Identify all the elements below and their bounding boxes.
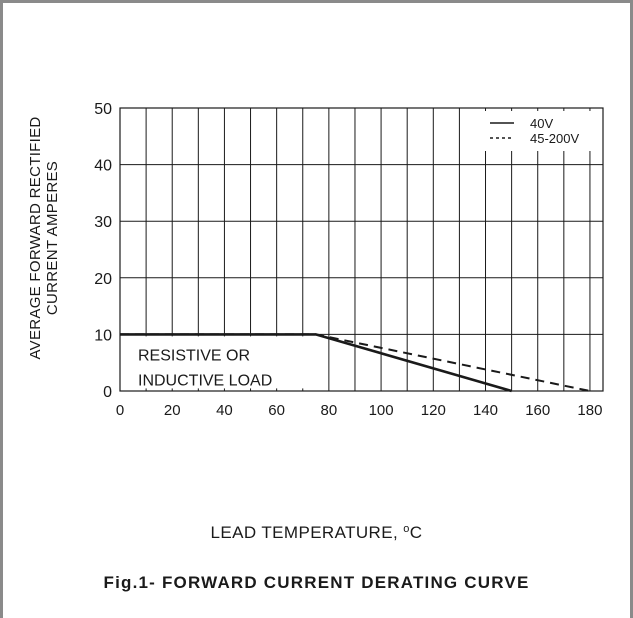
x-tick-label: 0 [116,402,124,419]
x-tick-label: 100 [369,402,394,419]
legend-label: 40V [530,116,553,131]
x-tick-label: 140 [473,402,498,419]
figure-caption: Fig.1- FORWARD CURRENT DERATING CURVE [103,573,530,592]
x-tick-label: 20 [164,402,181,419]
x-tick-label: 60 [268,402,285,419]
x-tick-label: 180 [577,402,602,419]
frame-right-border [630,0,633,618]
x-axis-unit: C [409,523,423,543]
y-tick-label: 20 [94,271,112,288]
degree-sign: o [403,523,410,535]
x-tick-label: 80 [321,402,338,419]
y-axis-title-line-2: CURRENT AMPERES [44,160,61,316]
annotation-background [122,336,312,389]
y-tick-label: 30 [94,214,112,231]
x-axis-title: LEAD TEMPERATURE, oC [0,523,633,543]
x-tick-label: 160 [525,402,550,419]
y-tick-label: 10 [94,327,112,344]
x-axis-title-text: LEAD TEMPERATURE, [210,523,399,543]
y-tick-label: 50 [94,101,112,118]
legend-background [481,111,599,151]
y-axis-title-line-1: AVERAGE FORWARD RECTIFIED [27,116,44,360]
frame-left-border [0,0,3,618]
x-tick-label: 40 [216,402,233,419]
frame-top-border [0,0,633,3]
y-tick-label: 40 [94,158,112,175]
plot-frame [119,107,604,392]
x-tick-label: 120 [421,402,446,419]
annotation-line-2: INDUCTIVE LOAD [138,372,272,389]
legend-label: 45-200V [530,131,579,146]
annotation-line-1: RESISTIVE OR [138,347,250,364]
y-tick-label: 0 [103,384,112,401]
series-line-dashed [120,333,591,392]
